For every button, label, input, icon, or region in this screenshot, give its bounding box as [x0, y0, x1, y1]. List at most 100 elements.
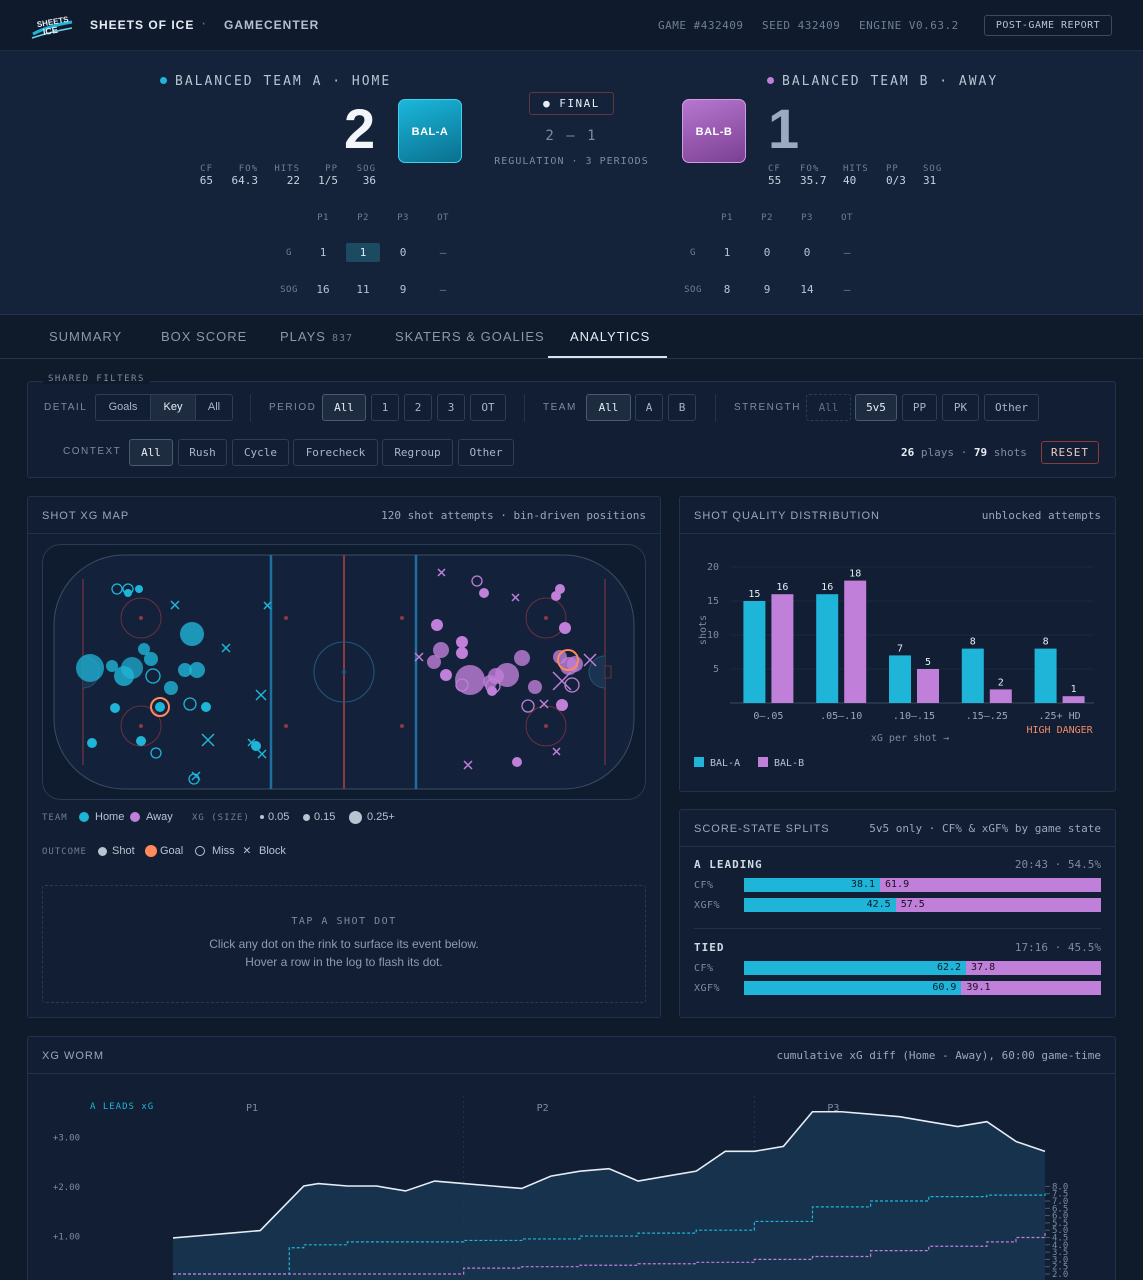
detail-filter: Goals Key All — [95, 394, 233, 421]
xg-diff-line — [172, 1110, 1046, 1239]
away-shot-dots[interactable] — [414, 568, 597, 770]
home-stat-label: CF — [200, 164, 213, 174]
cf-split-bar: 38.1 61.9 — [744, 878, 1101, 892]
context-other-button[interactable]: Other — [458, 439, 514, 466]
context-forecheck-button[interactable]: Forecheck — [293, 439, 378, 466]
context-all-button[interactable]: All — [129, 439, 173, 466]
period-goal: — — [843, 246, 851, 259]
period-1-button[interactable]: 1 — [371, 394, 399, 421]
home-xg-line — [173, 1193, 1046, 1275]
home-legend-label: Home — [95, 811, 125, 823]
xg-medium-icon — [303, 814, 310, 821]
shot-quality-chart: 5101520shots15160–.051618.05–.1075.10–.1… — [694, 562, 1094, 769]
strength-pp-button[interactable]: PP — [902, 394, 937, 421]
split-away-segment: 57.5 — [895, 898, 1101, 912]
xgf-split-bar: 42.5 57.5 — [744, 898, 1101, 912]
away-dot-icon — [767, 77, 774, 84]
tab-analytics[interactable]: ANALYTICS — [570, 329, 651, 344]
quality-title: SHOT QUALITY DISTRIBUTION — [694, 510, 880, 522]
home-legend-icon — [79, 812, 89, 822]
post-game-report-button[interactable]: POST-GAME REPORT — [984, 15, 1112, 36]
y-tick-label: 20 — [707, 562, 719, 573]
y-right-tick-label: 6.0 — [1052, 1212, 1068, 1222]
team-b-button[interactable]: B — [668, 394, 696, 421]
bar — [1034, 648, 1057, 703]
shot-outcome-label: Shot — [112, 845, 135, 857]
block-outcome-icon: ✕ — [243, 843, 251, 858]
team-all-button[interactable]: All — [586, 394, 631, 421]
away-stat-label: FO% — [800, 164, 820, 174]
xgf-label: XGF% — [694, 900, 721, 911]
y-right-tick-label: 3.0 — [1052, 1255, 1068, 1265]
detail-goals-option[interactable]: Goals — [108, 401, 138, 413]
period-filter-label: PERIOD — [269, 402, 317, 413]
bar-value-label: 8 — [970, 637, 976, 648]
xg-worm-chart: P1 P2 P3+1.00+2.00+3.002.02.53.03.54.04.55… — [53, 1096, 1068, 1280]
tab-skaters-goalies[interactable]: SKATERS & GOALIES — [395, 329, 545, 344]
home-shot-dots[interactable] — [76, 583, 272, 785]
strength-pk-button[interactable]: PK — [942, 394, 979, 421]
period-all-button[interactable]: All — [322, 394, 366, 421]
period-sog: 14 — [800, 283, 814, 296]
period-header: OT — [841, 213, 853, 223]
away-badge[interactable]: BAL-B — [682, 99, 746, 163]
sheets-of-ice-logo[interactable]: SHEETS ICE — [30, 12, 74, 40]
period-2-button[interactable]: 2 — [404, 394, 432, 421]
tab-summary[interactable]: SUMMARY — [49, 329, 123, 344]
tab-plays[interactable]: PLAYS 837 — [280, 329, 354, 344]
state-group-meta: 17:16 · 45.5% — [1014, 941, 1101, 954]
period-label: P1 — [246, 1103, 258, 1114]
period-header: P3 — [801, 213, 813, 223]
shot-map-subtitle: 120 shot attempts · bin-driven positions — [381, 509, 646, 522]
y-left-tick-label: +3.00 — [53, 1134, 80, 1144]
period-header: P2 — [761, 213, 773, 223]
context-regroup-button[interactable]: Regroup — [382, 439, 453, 466]
split-home-segment: 60.9 — [744, 981, 962, 995]
top-bar: SHEETS ICE SHEETS OF ICE · GAMECENTER GA… — [0, 0, 1143, 51]
y-right-tick-label: 5.5 — [1052, 1219, 1068, 1229]
strength-all-button[interactable]: All — [806, 394, 851, 421]
tap-line-1: Click any dot on the rink to surface its… — [209, 937, 479, 951]
y-right-tick-label: 4.5 — [1052, 1234, 1068, 1244]
bar-value-label: 7 — [897, 643, 903, 654]
period-sog: — — [843, 283, 851, 296]
goal-outcome-label: Goal — [160, 845, 184, 857]
goal-outcome-icon — [145, 845, 157, 857]
rink-shot-map[interactable] — [42, 544, 646, 800]
period-ot-button[interactable]: OT — [470, 394, 506, 421]
bar — [1062, 696, 1085, 703]
y-right-tick-label: 7.0 — [1052, 1197, 1068, 1207]
y-right-tick-label: 7.5 — [1052, 1190, 1068, 1200]
detail-filter-label: DETAIL — [44, 402, 88, 413]
period-goal: 1 — [319, 246, 327, 259]
split-away-segment: 37.8 — [966, 961, 1101, 975]
away-legend-label: Away — [146, 811, 173, 823]
team-a-button[interactable]: A — [635, 394, 663, 421]
legend-label: BAL-B — [774, 758, 804, 769]
cf-split-bar: 62.2 37.8 — [744, 961, 1101, 975]
context-cycle-button[interactable]: Cycle — [232, 439, 289, 466]
period-3-button[interactable]: 3 — [437, 394, 465, 421]
home-badge[interactable]: BAL-A — [398, 99, 462, 163]
game-id: GAME #432409 — [658, 19, 744, 32]
detail-key-option[interactable]: Key — [150, 395, 195, 420]
home-stat-label: FO% — [238, 164, 258, 174]
state-group-meta: 20:43 · 54.5% — [1014, 858, 1101, 871]
tab-box-score[interactable]: BOX SCORE — [161, 329, 248, 344]
strength-other-button[interactable]: Other — [984, 394, 1039, 421]
bar — [743, 601, 766, 703]
xg-diff-area — [173, 1111, 1045, 1280]
bar-value-label: 18 — [849, 569, 861, 580]
state-group-name: TIED — [694, 941, 725, 954]
reset-filters-button[interactable]: RESET — [1041, 441, 1099, 464]
y-right-tick-label: 8.0 — [1052, 1182, 1068, 1192]
period-sog: 16 — [316, 283, 330, 296]
shot-detail-placeholder: TAP A SHOT DOT Click any dot on the rink… — [42, 885, 646, 1003]
x-tick-label: .10–.15 — [893, 711, 935, 722]
score-state-subtitle: 5v5 only · CF% & xGF% by game state — [869, 822, 1101, 835]
context-rush-button[interactable]: Rush — [178, 439, 227, 466]
detail-all-option[interactable]: All — [195, 395, 232, 420]
strength-5v5-button[interactable]: 5v5 — [855, 394, 897, 421]
high-danger-label: HIGH DANGER — [1026, 725, 1093, 736]
outcome-legend-label: OUTCOME — [42, 847, 87, 857]
